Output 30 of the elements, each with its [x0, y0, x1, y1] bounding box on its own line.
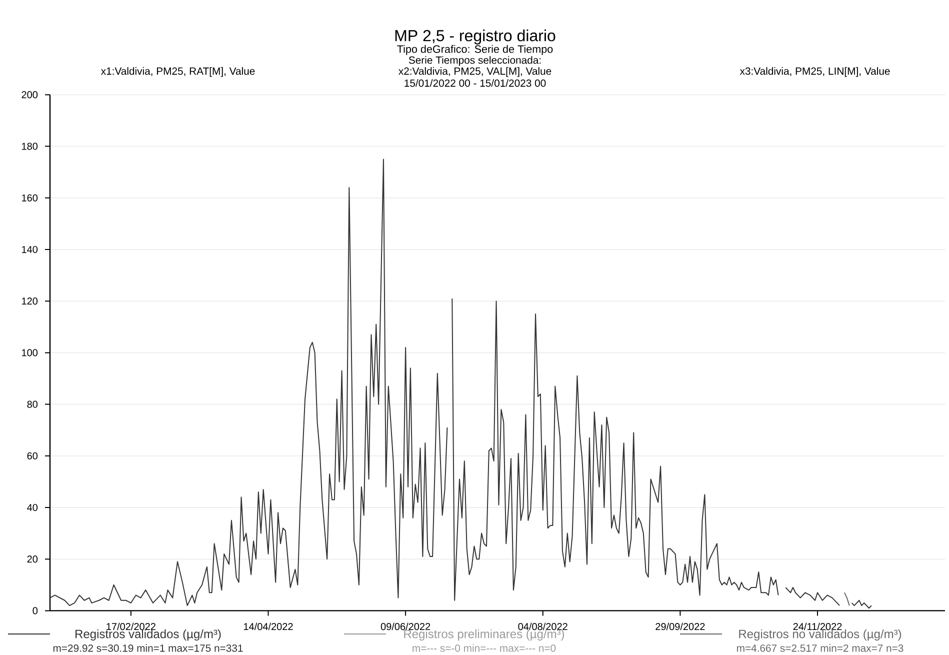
x-tick-label: 04/08/2022	[518, 622, 568, 630]
y-tick-label: 0	[32, 607, 38, 614]
y-tick-label: 40	[27, 504, 38, 512]
x-tick-label: 09/06/2022	[380, 622, 430, 630]
x-tick-label: 14/04/2022	[244, 622, 293, 630]
text: 15/01/2022 00 - 15/01/2023 00	[404, 79, 546, 87]
y-tick-label: 200	[22, 91, 38, 98]
legend-label: Registros validados (µg/m³)	[75, 629, 221, 641]
x-tick-label: 29/09/2022	[656, 622, 705, 630]
text: m=29.92 s=30.19 min=1 max=175 n=331	[53, 644, 243, 652]
chart-subtitle: Tipo deGrafico: Serie de Tiempo	[397, 44, 553, 56]
y-tick-label: 80	[27, 400, 38, 408]
text: x3:Valdivia, PM25, LIN[M], Value	[740, 67, 890, 77]
y-tick-label: 180	[22, 142, 38, 150]
y-tick-label: 100	[22, 349, 38, 356]
legend-label: Registros preliminares (µg/m³)	[404, 629, 564, 641]
text: x1:Valdivia, PM25, RAT[M], Value	[100, 67, 255, 77]
text: Serie Tiempos seleccionada:	[408, 56, 541, 66]
chart-title: MP 2,5 - registro diario	[395, 30, 556, 44]
y-tick-label: 120	[22, 298, 38, 305]
y-tick-label: 140	[22, 246, 38, 254]
x-tick-label: 17/02/2022	[106, 622, 156, 630]
x-tick-label: 24/11/2022	[793, 622, 842, 630]
y-tick-label: 160	[22, 194, 38, 202]
legend-label: Registros no validados (µg/m³)	[739, 629, 902, 641]
y-tick-label: 20	[27, 556, 38, 563]
y-tick-label: 60	[27, 452, 38, 460]
text: x2:Valdivia, PM25, VAL[M], Value	[398, 67, 552, 77]
text: m=--- s=-0 min=--- max=--- n=0	[412, 644, 556, 652]
text: m=4.667 s=2.517 min=2 max=7 n=3	[737, 644, 904, 652]
